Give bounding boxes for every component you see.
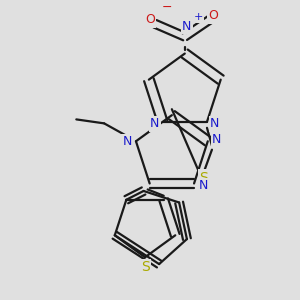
Text: −: − [162,1,172,14]
Text: N: N [198,179,208,192]
Text: N: N [212,133,221,146]
Text: N: N [210,117,220,130]
Text: +: + [194,12,203,22]
Text: S: S [200,170,208,184]
Text: N: N [122,135,132,148]
Text: O: O [145,13,155,26]
Text: S: S [141,260,149,274]
Text: O: O [209,9,218,22]
Text: N: N [182,20,191,33]
Text: N: N [150,117,159,130]
